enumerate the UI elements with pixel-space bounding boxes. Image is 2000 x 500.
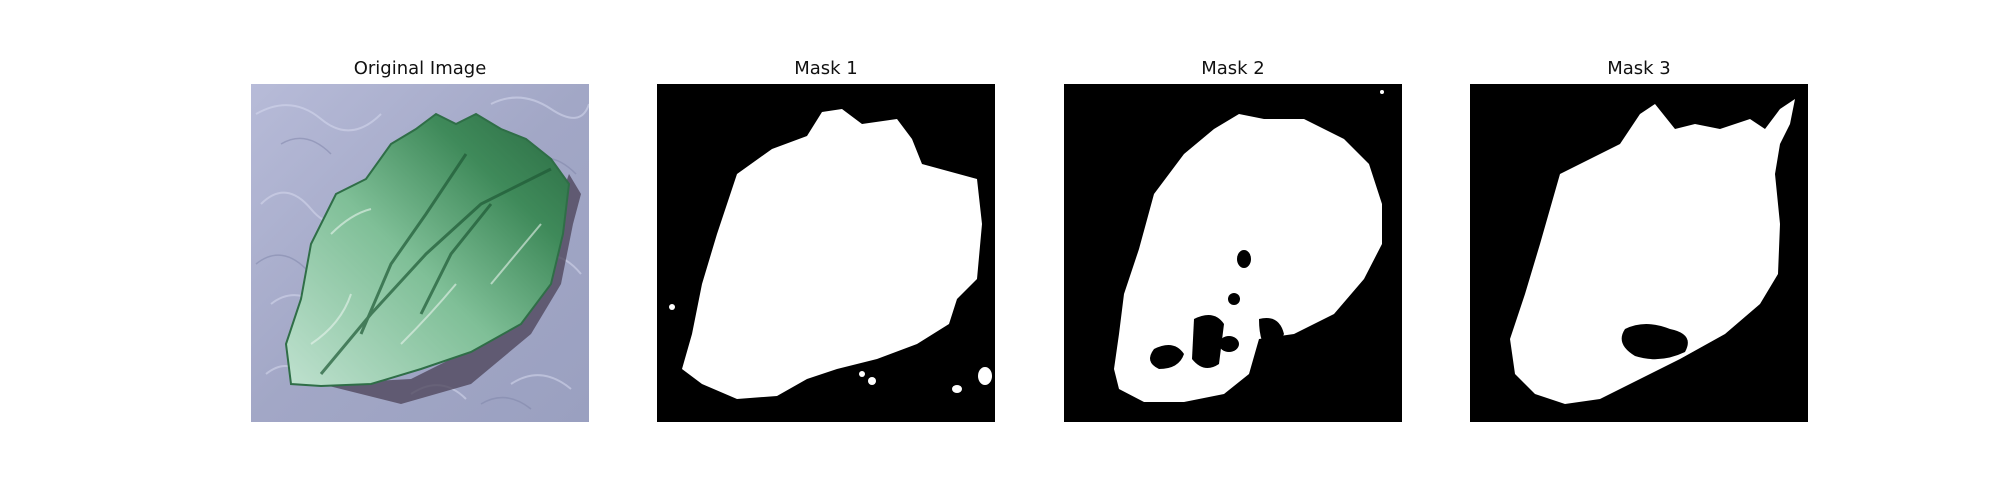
original-image-title: Original Image — [353, 58, 487, 79]
mask-2-title: Mask 2 — [1201, 58, 1265, 79]
mask-1-panel: Mask 1 — [657, 0, 995, 500]
original-image — [251, 84, 589, 422]
mask-1-image — [657, 84, 995, 422]
mask-3-image — [1470, 84, 1808, 422]
mask-2-panel: Mask 2 — [1064, 0, 1402, 500]
mask-1-title: Mask 1 — [794, 58, 858, 79]
mask-3-panel: Mask 3 — [1470, 0, 1808, 500]
original-image-panel: Original Image — [251, 0, 589, 500]
mask-3-title: Mask 3 — [1607, 58, 1671, 79]
mask-2-image — [1064, 84, 1402, 422]
